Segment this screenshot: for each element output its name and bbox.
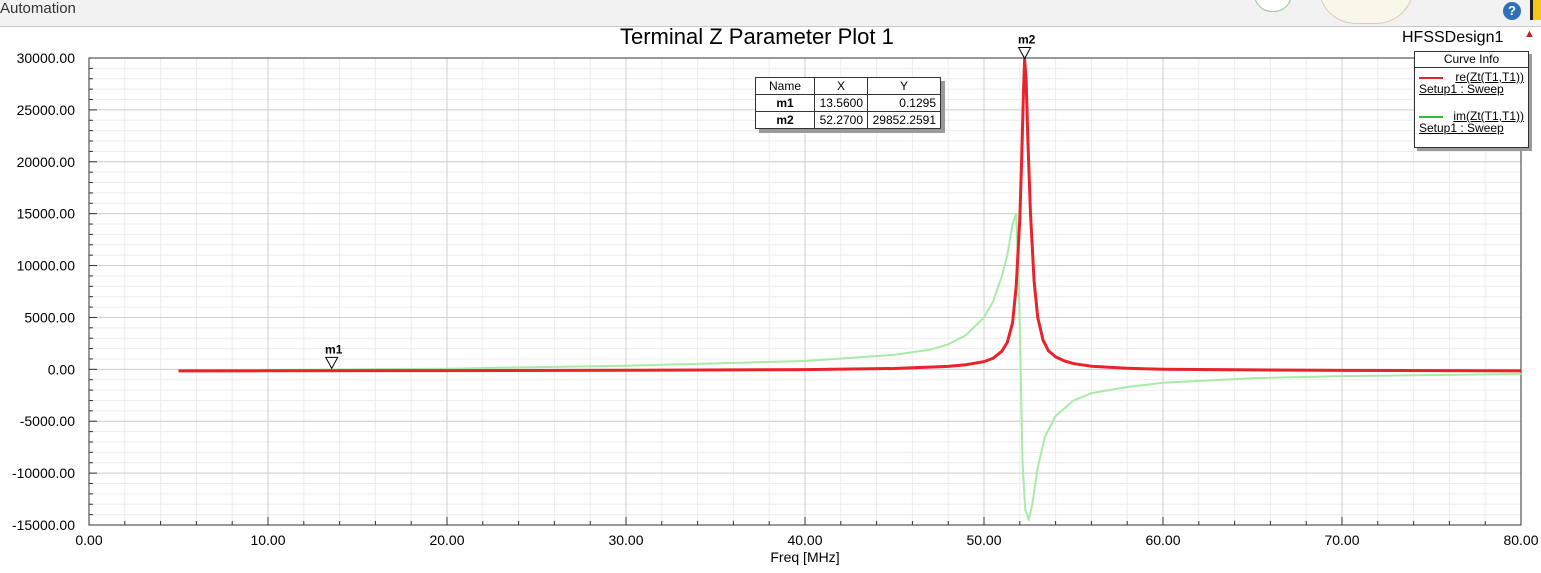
y-tick-label: 15000.00 — [17, 206, 76, 222]
legend-series-name[interactable]: re(Zt(T1,T1)) — [1455, 70, 1524, 84]
y-tick-label: 30000.00 — [17, 50, 76, 66]
legend-entry[interactable]: im(Zt(T1,T1)) Setup1 : Sweep — [1415, 107, 1528, 146]
x-tick-label: 70.00 — [1324, 532, 1359, 548]
legend-title: Curve Info — [1415, 52, 1528, 68]
marker-table[interactable]: Name X Y m1 13.5600 0.1295 m2 52.2700 29… — [755, 77, 941, 129]
x-tick-label: 0.00 — [75, 532, 102, 548]
y-tick-label: 20000.00 — [17, 154, 76, 170]
y-tick-label: -15000.00 — [12, 517, 75, 533]
marker-table-header-y: Y — [867, 77, 941, 95]
marker-triangle — [324, 356, 339, 370]
marker-name: m1 — [755, 94, 815, 112]
y-tick-label: 10000.00 — [17, 258, 76, 274]
y-tick-labels: 30000.00 25000.00 20000.00 15000.00 10000.00… — [12, 50, 75, 533]
legend-swatch — [1419, 77, 1443, 79]
marker-table-row: m1 13.5600 0.1295 — [755, 94, 941, 112]
y-tick-label: 25000.00 — [17, 102, 76, 118]
legend-entry[interactable]: re(Zt(T1,T1)) Setup1 : Sweep — [1415, 68, 1528, 107]
y-tick-label: 0.00 — [48, 361, 75, 377]
app-title: Automation — [0, 0, 76, 17]
pencil-icon[interactable] — [1530, 0, 1541, 20]
plot-title: Terminal Z Parameter Plot 1 — [620, 24, 894, 49]
marker-label: m2 — [1018, 33, 1036, 47]
x-tick-labels: 0.00 10.00 20.00 30.00 40.00 50.00 60.00 70.00 8… — [75, 532, 1538, 548]
ansys-logo-icon: ▲ — [1524, 28, 1535, 40]
marker-triangle — [1017, 47, 1032, 60]
marker-y: 0.1295 — [867, 94, 941, 112]
help-icon[interactable]: ? — [1503, 2, 1521, 20]
x-tick-label: 60.00 — [1145, 532, 1180, 548]
marker-table-row: m2 52.2700 29852.2591 — [755, 111, 941, 129]
series-group — [178, 58, 1522, 521]
marker-x: 52.2700 — [814, 111, 868, 129]
x-tick-label: 50.00 — [966, 532, 1001, 548]
legend-series-setup[interactable]: Setup1 : Sweep — [1419, 121, 1504, 135]
marker-label: m1 — [325, 342, 343, 356]
legend-series-setup[interactable]: Setup1 : Sweep — [1419, 82, 1504, 96]
series-line-re — [178, 58, 1522, 373]
legend-swatch — [1419, 116, 1443, 118]
y-tick-label: 5000.00 — [24, 309, 75, 325]
x-tick-label: 40.00 — [787, 532, 822, 548]
marker-name: m2 — [755, 111, 815, 129]
x-tick-label: 20.00 — [429, 532, 464, 548]
marker-table-header-name: Name — [755, 77, 815, 95]
y-tick-label: -5000.00 — [20, 413, 75, 429]
x-tick-label: 10.00 — [250, 532, 285, 548]
y-tick-label: -10000.00 — [12, 465, 75, 481]
curve-info-legend[interactable]: Curve Info re(Zt(T1,T1)) Setup1 : Sweep … — [1414, 51, 1529, 148]
marker-y: 29852.2591 — [867, 111, 941, 129]
legend-series-name[interactable]: im(Zt(T1,T1)) — [1453, 109, 1524, 123]
app-toolbar: Automation ? — [0, 0, 1541, 27]
design-name: HFSSDesign1 — [1402, 29, 1504, 46]
x-tick-label: 80.00 — [1503, 532, 1538, 548]
x-tick-label: 30.00 — [608, 532, 643, 548]
x-axis-label: Freq [MHz] — [770, 549, 839, 565]
series-line-im — [178, 212, 1522, 521]
marker-x: 13.5600 — [814, 94, 868, 112]
marker-table-header-x: X — [814, 77, 868, 95]
axis-ticks — [88, 57, 1522, 526]
